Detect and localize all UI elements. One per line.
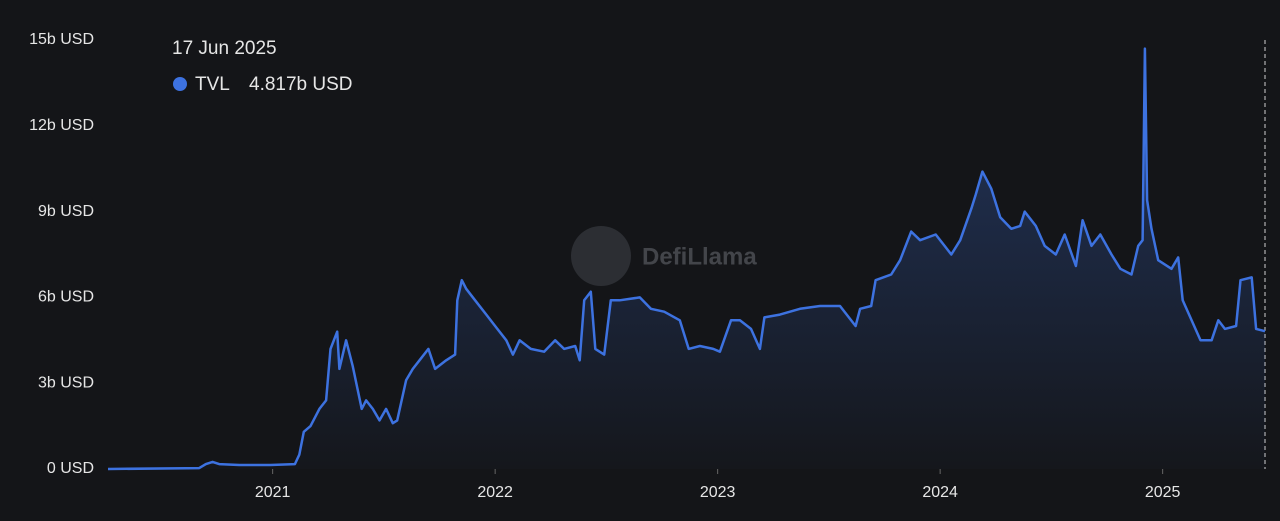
legend-marker (173, 77, 187, 91)
watermark-text: DefiLlama (642, 243, 757, 270)
y-tick-label: 6b USD (38, 289, 94, 306)
y-tick-label: 3b USD (38, 374, 94, 391)
line (107, 47, 1266, 471)
watermark: DefiLlama (571, 226, 757, 286)
x-tick-label: 2025 (1145, 484, 1181, 501)
tooltip-date: 17 Jun 2025 (172, 38, 277, 59)
y-tick-label: 9b USD (38, 203, 94, 220)
x-tick-label: 2024 (922, 484, 958, 501)
x-tick-label: 2022 (477, 484, 513, 501)
tooltip-value: 4.817b USD (249, 74, 353, 95)
area-fill (108, 48, 1265, 469)
watermark-logo (571, 226, 631, 286)
y-tick-label: 12b USD (29, 117, 94, 134)
legend-label: TVL (195, 74, 230, 95)
y-tick-label: 15b USD (29, 31, 94, 48)
x-tick-label: 2021 (255, 484, 291, 501)
x-tick-label: 2023 (700, 484, 736, 501)
y-tick-label: 0 USD (47, 460, 94, 477)
